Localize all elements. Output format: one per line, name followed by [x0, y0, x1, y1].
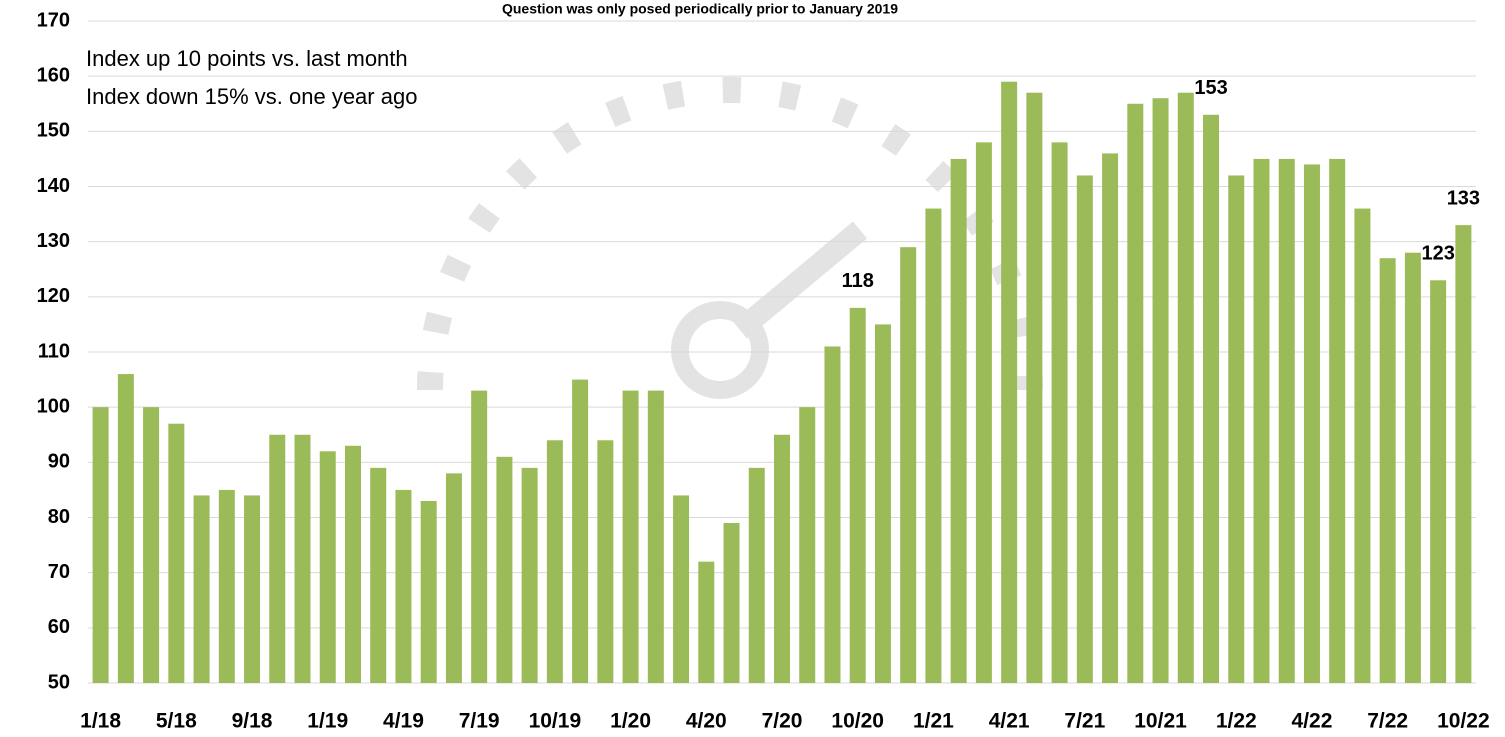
bar: [521, 467, 538, 683]
x-tick-label: 4/19: [383, 710, 424, 733]
bar: [1177, 92, 1194, 683]
chart-title: Question was only posed periodically pri…: [502, 1, 898, 17]
value-label: 153: [1194, 77, 1227, 99]
bar: [1303, 164, 1320, 683]
value-label: 123: [1421, 243, 1454, 265]
bar: [1076, 175, 1093, 683]
annotation: Index down 15% vs. one year ago: [86, 84, 417, 109]
y-tick-label: 70: [48, 561, 70, 583]
x-tick-label: 10/19: [529, 710, 582, 733]
x-tick-label: 4/20: [686, 710, 727, 733]
bar: [723, 523, 740, 683]
bar: [1152, 98, 1169, 683]
y-tick-label: 120: [37, 285, 70, 307]
bar: [294, 434, 311, 683]
bar: [698, 561, 715, 683]
bar: [370, 467, 387, 683]
x-tick-label: 4/21: [989, 710, 1030, 733]
bar: [92, 407, 109, 683]
bar: [244, 495, 261, 683]
y-tick-label: 130: [37, 230, 70, 252]
bar: [975, 142, 992, 683]
bar: [496, 456, 513, 683]
bar: [647, 390, 664, 683]
x-tick-label: 5/18: [156, 710, 197, 733]
x-tick-label: 1/18: [80, 710, 121, 733]
bar: [395, 489, 412, 683]
bar: [824, 346, 841, 683]
bar: [1001, 81, 1018, 683]
bar: [269, 434, 286, 683]
bar: [1455, 225, 1472, 683]
bar: [1203, 114, 1220, 684]
x-tick-label: 1/21: [913, 710, 954, 733]
x-tick-label: 1/19: [307, 710, 348, 733]
bar: [597, 440, 614, 683]
x-tick-label: 7/19: [459, 710, 500, 733]
y-tick-label: 170: [37, 9, 70, 31]
value-label: 118: [842, 270, 874, 292]
bar: [218, 489, 235, 683]
bar: [900, 247, 917, 683]
watermark: [417, 77, 1043, 399]
bar: [799, 407, 816, 683]
bar: [1228, 175, 1245, 683]
x-tick-label: 7/22: [1367, 710, 1408, 733]
bar: [1379, 258, 1396, 683]
bar: [1278, 158, 1295, 683]
x-tick-label: 1/22: [1216, 710, 1257, 733]
x-tick-label: 9/18: [232, 710, 273, 733]
bar: [420, 500, 437, 683]
bar: [1329, 158, 1346, 683]
y-tick-label: 60: [48, 616, 70, 638]
y-tick-label: 100: [37, 395, 70, 417]
bar: [546, 440, 563, 683]
bar: [1026, 92, 1043, 683]
bar: [622, 390, 639, 683]
x-tick-label: 4/22: [1292, 710, 1333, 733]
y-tick-label: 150: [37, 120, 70, 142]
y-tick-label: 50: [48, 671, 70, 693]
value-label: 133: [1447, 187, 1480, 209]
bar: [1102, 153, 1119, 683]
bar: [748, 467, 765, 683]
y-tick-label: 80: [48, 506, 70, 528]
bar: [572, 379, 589, 683]
x-tick-label: 7/21: [1064, 710, 1105, 733]
y-tick-label: 110: [38, 340, 70, 362]
bar: [849, 307, 866, 683]
x-tick-label: 10/21: [1134, 710, 1187, 733]
bar: [1127, 103, 1144, 683]
bar: [168, 423, 185, 683]
bar: [1354, 208, 1371, 684]
annotation: Index up 10 points vs. last month: [86, 46, 408, 71]
bar: [774, 434, 790, 683]
y-tick-label: 90: [48, 451, 70, 473]
bar: [673, 495, 690, 683]
bar: [143, 407, 160, 683]
bar: [1253, 158, 1270, 683]
x-tick-label: 7/20: [762, 710, 803, 733]
x-tick-label: 10/20: [831, 710, 884, 733]
bar: [950, 158, 967, 683]
x-tick-label: 1/20: [610, 710, 651, 733]
bar: [117, 374, 134, 683]
bar: [1051, 142, 1068, 683]
x-tick-label: 10/22: [1437, 710, 1490, 733]
y-tick-label: 160: [37, 64, 70, 86]
bar: [925, 208, 942, 684]
bar: [1430, 280, 1447, 683]
y-tick-label: 140: [37, 175, 70, 197]
bar: [1404, 252, 1421, 683]
bar: [445, 473, 462, 683]
bar: [344, 445, 361, 683]
bar: [319, 451, 336, 683]
bar: [471, 390, 488, 683]
bar: [874, 324, 891, 683]
bar: [193, 495, 210, 683]
